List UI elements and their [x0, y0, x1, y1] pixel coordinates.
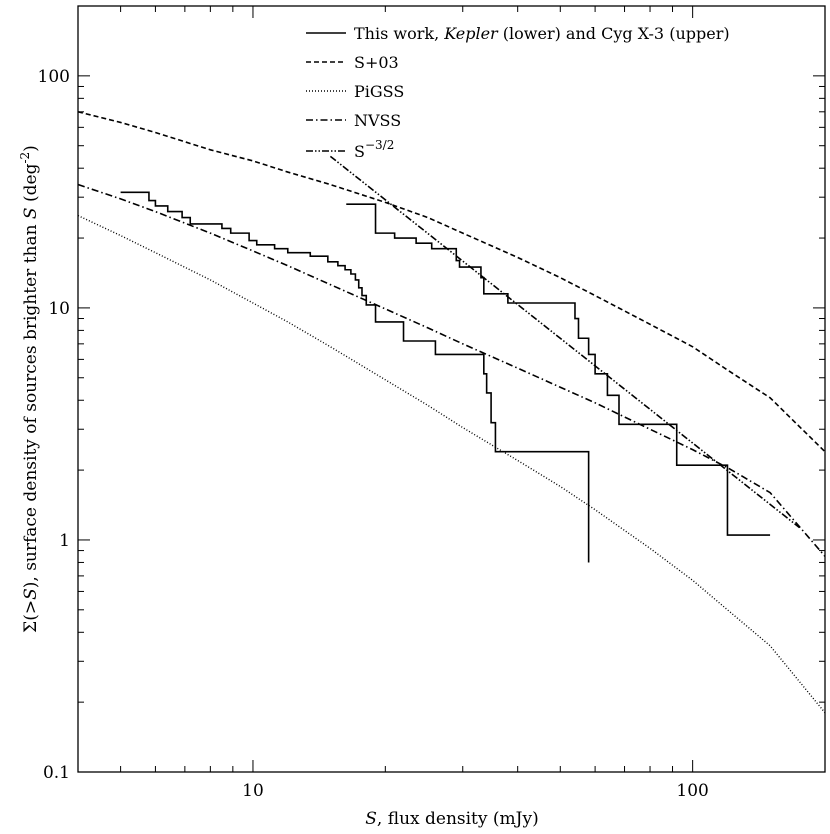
series-line-this-work-cyg-x-3-upper [346, 203, 771, 536]
y-tick-label: 100 [38, 67, 70, 87]
series-line-s-03 [78, 111, 825, 453]
axis-tick-labels: 10 100 0.1 1 10 100 [38, 67, 709, 801]
x-axis-label: S, flux density (mJy) [365, 809, 538, 829]
legend-label-s03: S+03 [354, 53, 399, 72]
y-axis-label: Σ(>S), surface density of sources bright… [18, 145, 41, 633]
legend-label-nvss: NVSS [354, 111, 401, 130]
series-line-this-work-kepler-lower [120, 191, 590, 563]
series-line-s-3-2 [329, 155, 800, 529]
data-series [78, 111, 825, 714]
x-tick-label: 100 [676, 781, 708, 801]
axis-ticks [77, 5, 826, 773]
y-tick-label: 10 [48, 299, 70, 319]
y-tick-label: 0.1 [43, 763, 70, 783]
legend: This work, Kepler (lower) and Cyg X-3 (u… [306, 24, 730, 161]
legend-label-this-work: This work, Kepler (lower) and Cyg X-3 (u… [354, 24, 730, 43]
x-tick-label: 10 [242, 781, 264, 801]
legend-label-pigss: PiGSS [354, 82, 404, 101]
y-tick-label: 1 [59, 531, 70, 551]
series-line-pigss [78, 214, 825, 714]
legend-label-s32: S−3/2 [354, 138, 394, 161]
series-line-nvss [78, 183, 825, 557]
plot-frame [77, 5, 826, 773]
